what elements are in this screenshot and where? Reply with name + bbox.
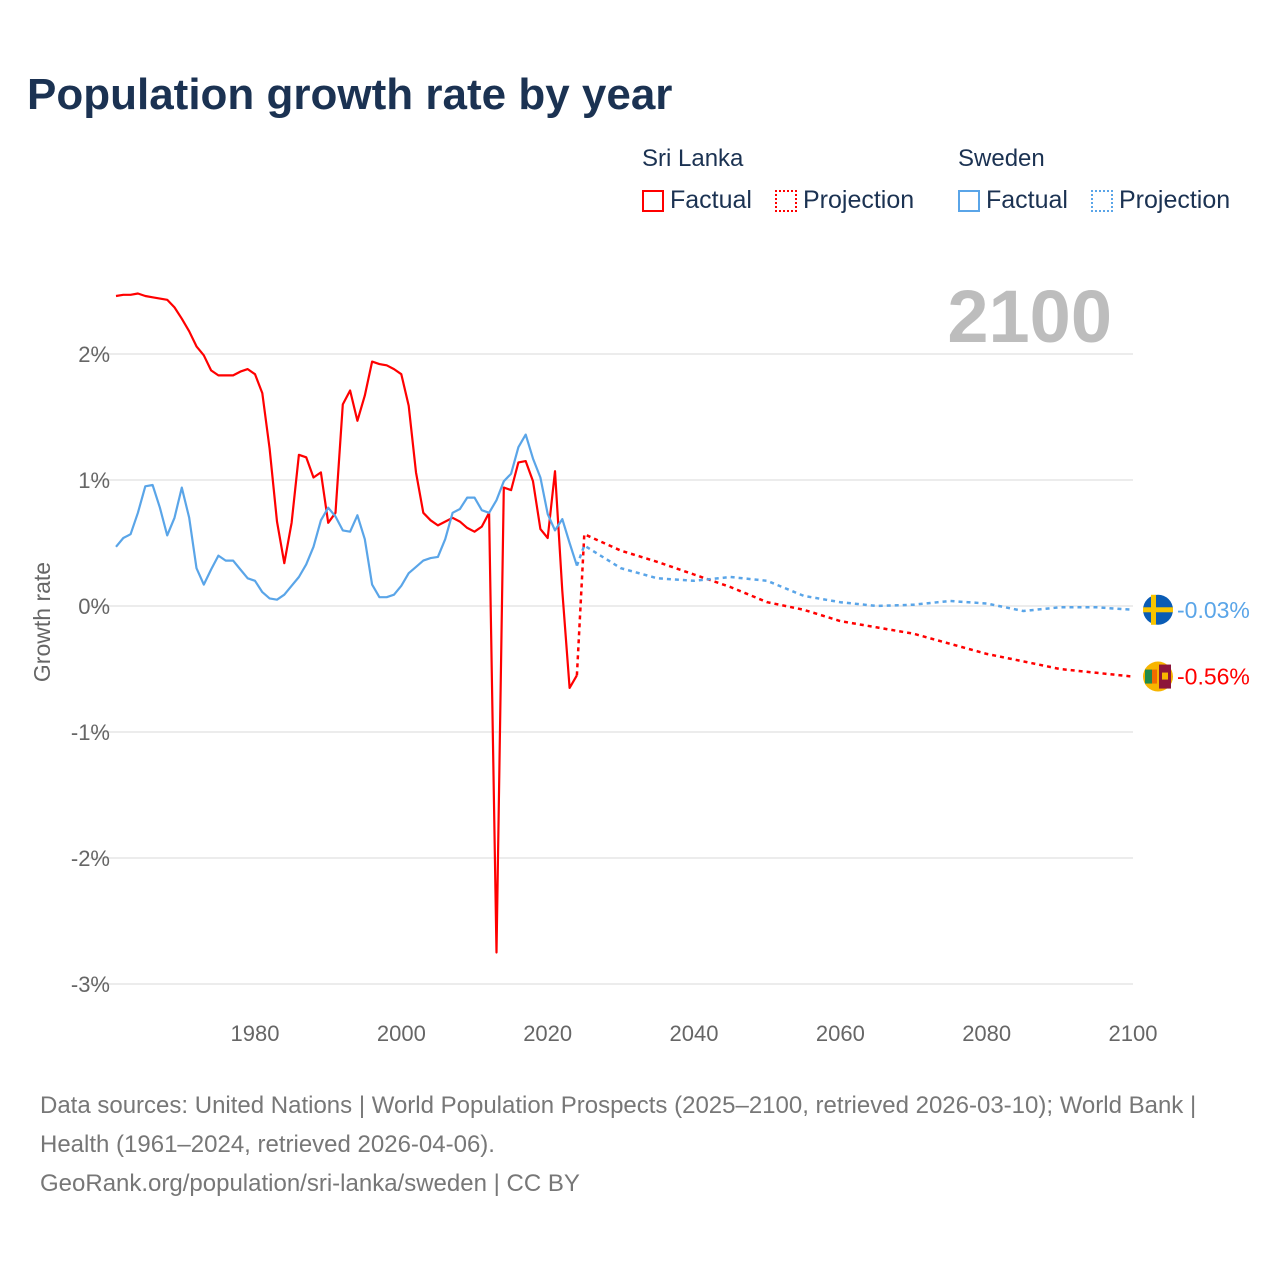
legend-swatch-dotted (775, 189, 797, 212)
end-label-sri-lanka: -0.56% (1177, 664, 1250, 690)
x-tick-label: 2000 (377, 1021, 426, 1046)
y-tick-label: -1% (71, 720, 110, 745)
y-tick-label: 1% (78, 468, 110, 493)
x-tick-label: 2080 (962, 1021, 1011, 1046)
series-line-sri-lanka-factual (115, 292, 578, 954)
legend-label: Factual (670, 186, 752, 214)
legend-swatch-dotted (1091, 189, 1113, 212)
y-tick-label: -2% (71, 846, 110, 871)
legend-sweden-factual[interactable]: Factual (958, 186, 1068, 215)
legend-sweden-projection[interactable]: Projection (1091, 186, 1230, 215)
legend-group-sweden: Sweden (958, 145, 1045, 172)
year-label: 2100 (947, 275, 1112, 358)
data-sources: Data sources: United Nations | World Pop… (40, 1092, 1197, 1158)
x-tick-label: 2020 (523, 1021, 572, 1046)
legend-swatch-solid (642, 189, 664, 212)
legend-group-sri-lanka: Sri Lanka (642, 145, 744, 172)
legend-label: Projection (803, 186, 915, 214)
x-tick-label: 2040 (670, 1021, 719, 1046)
end-label-sweden: -0.03% (1177, 597, 1250, 623)
x-tick-label: 2100 (1109, 1021, 1158, 1046)
y-tick-label: 2% (78, 342, 110, 367)
y-tick-label: -3% (71, 972, 110, 997)
y-axis-title: Growth rate (29, 562, 55, 682)
credit: GeoRank.org/population/sri-lanka/sweden … (40, 1170, 580, 1197)
series-line-sweden-factual (115, 433, 578, 601)
legend-sri-lanka-projection[interactable]: Projection (775, 186, 914, 215)
legend-label: Factual (986, 186, 1068, 214)
sri-lanka-flag-icon (1143, 661, 1173, 692)
chart-title: Population growth rate by year (27, 70, 673, 119)
footer: Data sources: United Nations | World Pop… (40, 1086, 1240, 1203)
legend-swatch-solid (958, 189, 980, 212)
series-line-sweden-projection (575, 544, 1134, 613)
legend-sri-lanka-factual[interactable]: Factual (642, 186, 752, 215)
legend-label: Projection (1119, 186, 1231, 214)
x-tick-label: 1980 (231, 1021, 280, 1046)
x-tick-label: 2060 (816, 1021, 865, 1046)
sweden-flag-icon (1143, 594, 1173, 625)
y-tick-label: 0% (78, 594, 110, 619)
